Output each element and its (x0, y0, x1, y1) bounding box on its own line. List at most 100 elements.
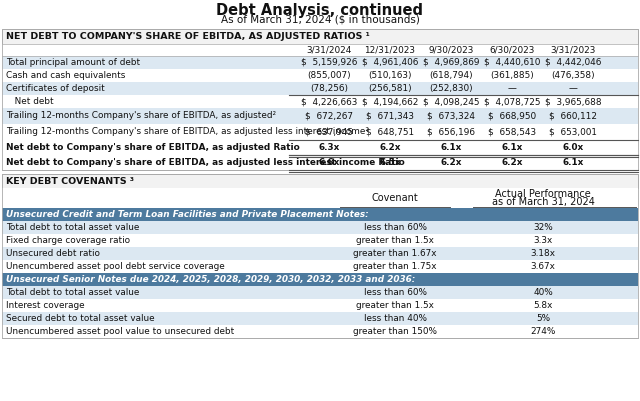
Text: 3.3x: 3.3x (533, 236, 552, 245)
Text: $  4,969,869: $ 4,969,869 (423, 58, 479, 67)
Text: $  4,194,662: $ 4,194,662 (362, 97, 418, 106)
Text: $  4,961,406: $ 4,961,406 (362, 58, 418, 67)
Text: —: — (568, 84, 577, 93)
Text: Trailing 12-months Company's share of EBITDA, as adjusted²: Trailing 12-months Company's share of EB… (6, 111, 276, 120)
Text: 12/31/2023: 12/31/2023 (365, 45, 415, 55)
Text: Net debt: Net debt (6, 97, 54, 106)
Text: $  4,098,245: $ 4,098,245 (423, 97, 479, 106)
Text: $  653,001: $ 653,001 (549, 128, 597, 136)
Text: 6.6x: 6.6x (318, 158, 340, 167)
Bar (2, 108, 638, 124)
Text: 3/31/2024: 3/31/2024 (307, 45, 352, 55)
Text: 6.1x: 6.1x (563, 158, 584, 167)
Text: $  4,078,725: $ 4,078,725 (484, 97, 540, 106)
Text: 32%: 32% (533, 223, 553, 232)
Text: Fixed charge coverage ratio: Fixed charge coverage ratio (6, 236, 130, 245)
Text: Interest coverage: Interest coverage (6, 301, 84, 310)
Bar (2, 312, 638, 325)
Text: greater than 1.67x: greater than 1.67x (353, 249, 436, 258)
Text: 274%: 274% (531, 327, 556, 336)
Text: $  4,442,046: $ 4,442,046 (545, 58, 601, 67)
Text: Secured debt to total asset value: Secured debt to total asset value (6, 314, 155, 323)
Text: $  4,440,610: $ 4,440,610 (484, 58, 540, 67)
Bar (2, 44, 638, 56)
Text: greater than 1.75x: greater than 1.75x (353, 262, 436, 271)
Text: As of March 31, 2024 ($ in thousands): As of March 31, 2024 ($ in thousands) (221, 14, 419, 24)
Text: $  637,945: $ 637,945 (305, 128, 353, 136)
Text: 6.0x: 6.0x (563, 143, 584, 152)
Text: Unsecured Credit and Term Loan Facilities and Private Placement Notes:: Unsecured Credit and Term Loan Facilitie… (6, 210, 369, 219)
Text: (256,581): (256,581) (368, 84, 412, 93)
Text: $  3,965,688: $ 3,965,688 (545, 97, 602, 106)
Text: Covenant: Covenant (372, 193, 419, 203)
Text: 3.18x: 3.18x (531, 249, 556, 258)
Bar (2, 124, 638, 140)
Text: (78,256): (78,256) (310, 84, 348, 93)
Text: Total principal amount of debt: Total principal amount of debt (6, 58, 140, 67)
Text: Unencumbered asset pool debt service coverage: Unencumbered asset pool debt service cov… (6, 262, 225, 271)
Text: $  671,343: $ 671,343 (366, 111, 414, 120)
Text: (618,794): (618,794) (429, 71, 473, 80)
Text: Net debt to Company's share of EBITDA, as adjusted less interest income Ratio: Net debt to Company's share of EBITDA, a… (6, 158, 404, 167)
Text: less than 40%: less than 40% (364, 314, 426, 323)
Text: 40%: 40% (533, 288, 553, 297)
Bar (2, 174, 638, 188)
Text: $  656,196: $ 656,196 (427, 128, 475, 136)
Bar (2, 155, 638, 170)
Text: (361,885): (361,885) (490, 71, 534, 80)
Text: less than 60%: less than 60% (364, 223, 426, 232)
Bar (2, 221, 638, 234)
Text: —: — (508, 84, 516, 93)
Bar (2, 286, 638, 299)
Text: $  672,267: $ 672,267 (305, 111, 353, 120)
Bar (2, 69, 638, 82)
Text: Unencumbered asset pool value to unsecured debt: Unencumbered asset pool value to unsecur… (6, 327, 234, 336)
Text: Trailing 12-months Company's share of EBITDA, as adjusted less interest income²: Trailing 12-months Company's share of EB… (6, 128, 369, 136)
Text: $  5,159,926: $ 5,159,926 (301, 58, 357, 67)
Text: (855,007): (855,007) (307, 71, 351, 80)
Bar (2, 29, 638, 170)
Text: $  4,226,663: $ 4,226,663 (301, 97, 357, 106)
Text: (252,830): (252,830) (429, 84, 473, 93)
Text: Total debt to total asset value: Total debt to total asset value (6, 288, 140, 297)
Text: greater than 1.5x: greater than 1.5x (356, 301, 434, 310)
Text: (510,163): (510,163) (368, 71, 412, 80)
Text: Cash and cash equivalents: Cash and cash equivalents (6, 71, 125, 80)
Text: $  658,543: $ 658,543 (488, 128, 536, 136)
Text: 9/30/2023: 9/30/2023 (428, 45, 474, 55)
Text: as of March 31, 2024: as of March 31, 2024 (492, 197, 595, 207)
Text: 3.67x: 3.67x (531, 262, 556, 271)
Text: 5.8x: 5.8x (533, 301, 553, 310)
Text: 6.2x: 6.2x (501, 158, 523, 167)
Bar (2, 273, 638, 286)
Text: 6.5x: 6.5x (380, 158, 401, 167)
Bar (2, 29, 638, 44)
Text: Debt Analysis, continued: Debt Analysis, continued (216, 2, 424, 18)
Bar (2, 234, 638, 247)
Text: 6.2x: 6.2x (440, 158, 461, 167)
Bar (2, 208, 638, 221)
Text: less than 60%: less than 60% (364, 288, 426, 297)
Bar (2, 188, 638, 208)
Text: Certificates of deposit: Certificates of deposit (6, 84, 105, 93)
Bar (2, 140, 638, 155)
Text: Net debt to Company's share of EBITDA, as adjusted Ratio: Net debt to Company's share of EBITDA, a… (6, 143, 300, 152)
Bar (2, 299, 638, 312)
Text: Actual Performance: Actual Performance (495, 189, 591, 199)
Text: 6.1x: 6.1x (501, 143, 523, 152)
Text: 6.1x: 6.1x (440, 143, 461, 152)
Bar (2, 325, 638, 338)
Text: 6.2x: 6.2x (380, 143, 401, 152)
Text: Unsecured Senior Notes due 2024, 2025, 2028, 2029, 2030, 2032, 2033 and 2036:: Unsecured Senior Notes due 2024, 2025, 2… (6, 275, 415, 284)
Bar (2, 95, 638, 108)
Text: $  660,112: $ 660,112 (549, 111, 597, 120)
Text: KEY DEBT COVENANTS ³: KEY DEBT COVENANTS ³ (6, 176, 134, 186)
Text: greater than 1.5x: greater than 1.5x (356, 236, 434, 245)
Text: 5%: 5% (536, 314, 550, 323)
Text: Total debt to total asset value: Total debt to total asset value (6, 223, 140, 232)
Bar (2, 56, 638, 69)
Text: Unsecured debt ratio: Unsecured debt ratio (6, 249, 100, 258)
Text: 6/30/2023: 6/30/2023 (490, 45, 534, 55)
Text: $  673,324: $ 673,324 (427, 111, 475, 120)
Bar (2, 174, 638, 338)
